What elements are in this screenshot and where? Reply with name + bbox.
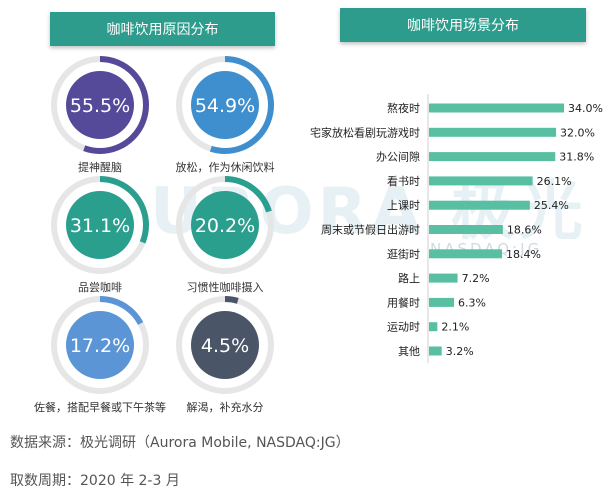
bar-category-label: 上课时 [387, 199, 420, 212]
donut-arc [176, 296, 274, 394]
data-period-note: 取数周期：2020 年 2-3 月 [10, 473, 180, 489]
donut-arc [51, 296, 149, 394]
donut-center [191, 191, 259, 259]
bar-category-label: 其他 [398, 345, 420, 358]
bar-category-label: 熬夜时 [387, 101, 420, 115]
donut-label: 提神醒脑 [78, 160, 122, 174]
donut-value: 55.5% [70, 95, 130, 117]
bar [429, 200, 530, 210]
bar [429, 176, 533, 186]
bar [429, 127, 557, 137]
bar [429, 249, 503, 259]
bar-value-label: 7.2% [462, 272, 490, 285]
bar-value-label: 25.4% [534, 199, 569, 212]
donut-item: 54.9% 放松，作为休闲饮料 [176, 56, 275, 174]
bar-value-label: 3.2% [446, 345, 474, 358]
donut-center [191, 311, 259, 379]
bar-category-label: 运动时 [387, 321, 420, 334]
bar-value-label: 18.4% [506, 248, 541, 261]
bar-value-label: 32.0% [560, 126, 595, 139]
bar-category-label: 周末或节假日出游时 [321, 223, 420, 237]
scene-bar-chart: 熬夜时 34.0% 宅家放松看剧玩游戏时 32.0% 办公间隙 31.8% 看书时 26.1%… [310, 94, 603, 363]
donut-center [191, 71, 259, 139]
bar-category-label: 逛街时 [387, 247, 420, 261]
bar-category-label: 用餐时 [387, 295, 420, 309]
donut-grid: 55.5% 提神醒脑 54.9% 放松，作为休闲饮料 31.1% 品尝咖啡 20.2% 习惯性… [34, 56, 275, 414]
donut-item: 20.2% 习惯性咖啡摄入 [176, 176, 274, 294]
donut-value: 20.2% [195, 215, 255, 237]
bar-value-label: 26.1% [537, 175, 572, 188]
data-source-note: 数据来源：极光调研（Aurora Mobile, NASDAQ:JG） [10, 435, 350, 451]
donut-arc [176, 56, 274, 154]
bar-value-label: 6.3% [458, 296, 486, 309]
donut-section-title: 咖啡饮用原因分布 [50, 12, 275, 46]
donut-value: 17.2% [70, 335, 130, 357]
bar-value-label: 2.1% [441, 321, 469, 334]
bar [429, 103, 564, 113]
donut-value: 31.1% [70, 215, 130, 237]
donut-item: 4.5% 解渴，补充水分 [176, 296, 274, 414]
bar [429, 273, 458, 283]
bar-value-label: 31.8% [559, 151, 594, 164]
donut-label: 解渴，补充水分 [187, 400, 264, 414]
bar [429, 225, 503, 234]
donut-item: 55.5% 提神醒脑 [51, 56, 149, 174]
donut-arc [51, 56, 149, 154]
donut-value: 4.5% [201, 335, 249, 357]
donut-item: 31.1% 品尝咖啡 [51, 176, 149, 294]
donut-arc [51, 176, 149, 274]
donut-center [66, 191, 134, 259]
donut-label: 佐餐，搭配早餐或下午茶等 [34, 400, 166, 414]
bar-category-label: 路上 [398, 272, 420, 285]
bar-category-label: 看书时 [387, 174, 420, 188]
bar [429, 152, 556, 162]
donut-arc [176, 176, 274, 274]
bar-value-label: 34.0% [568, 102, 603, 115]
donut-label: 品尝咖啡 [78, 280, 122, 294]
donut-value: 54.9% [195, 95, 255, 117]
donut-label: 放松，作为休闲饮料 [176, 160, 275, 174]
bar [429, 322, 438, 332]
bar-category-label: 办公间隙 [376, 150, 420, 164]
donut-center [66, 311, 134, 379]
bar-value-label: 18.6% [507, 224, 542, 237]
bar-category-label: 宅家放松看剧玩游戏时 [310, 125, 420, 139]
donut-label: 习惯性咖啡摄入 [187, 280, 264, 294]
bar [429, 297, 455, 307]
donut-item: 17.2% 佐餐，搭配早餐或下午茶等 [34, 296, 166, 414]
bar-chart-title: 咖啡饮用场景分布 [340, 8, 586, 42]
bar [429, 346, 442, 356]
donut-center [66, 71, 134, 139]
